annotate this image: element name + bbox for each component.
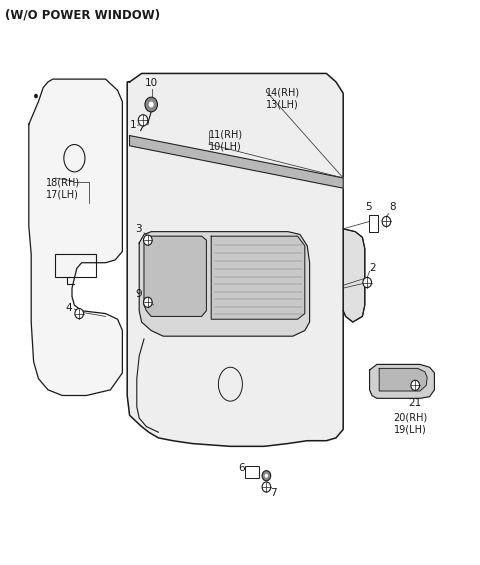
Text: 10: 10 xyxy=(145,77,158,88)
Polygon shape xyxy=(379,368,427,391)
Circle shape xyxy=(145,97,157,112)
Circle shape xyxy=(149,102,154,107)
Text: 11(RH)
10(LH): 11(RH) 10(LH) xyxy=(209,130,243,151)
Circle shape xyxy=(264,473,268,478)
Text: 7: 7 xyxy=(270,488,276,498)
Circle shape xyxy=(262,471,271,481)
Text: 6: 6 xyxy=(238,463,245,473)
Circle shape xyxy=(34,94,38,98)
Text: 8: 8 xyxy=(389,202,396,212)
Text: 18(RH)
17(LH): 18(RH) 17(LH) xyxy=(46,178,80,199)
Circle shape xyxy=(144,297,152,307)
Polygon shape xyxy=(370,364,434,398)
Bar xyxy=(55,254,96,277)
Circle shape xyxy=(75,308,84,319)
Polygon shape xyxy=(29,79,122,396)
Circle shape xyxy=(138,115,148,126)
Circle shape xyxy=(144,235,152,245)
Circle shape xyxy=(382,216,391,227)
Text: 2: 2 xyxy=(370,263,376,273)
Circle shape xyxy=(262,482,271,492)
Bar xyxy=(369,215,378,232)
Polygon shape xyxy=(130,136,343,188)
Circle shape xyxy=(363,277,372,288)
Text: (W/O POWER WINDOW): (W/O POWER WINDOW) xyxy=(5,8,160,21)
Polygon shape xyxy=(144,236,206,316)
Text: 4: 4 xyxy=(65,303,72,313)
Text: 9: 9 xyxy=(135,289,142,299)
Bar xyxy=(245,466,259,478)
Text: 20(RH)
19(LH): 20(RH) 19(LH) xyxy=(393,412,428,434)
Text: 1: 1 xyxy=(130,120,136,131)
Text: 21: 21 xyxy=(408,398,422,408)
Text: 3: 3 xyxy=(135,224,142,234)
Polygon shape xyxy=(343,229,365,322)
Text: 5: 5 xyxy=(365,202,372,212)
Text: 14(RH)
13(LH): 14(RH) 13(LH) xyxy=(266,88,300,109)
Polygon shape xyxy=(127,73,343,446)
Polygon shape xyxy=(211,236,305,319)
Polygon shape xyxy=(139,232,310,336)
Circle shape xyxy=(411,380,420,390)
